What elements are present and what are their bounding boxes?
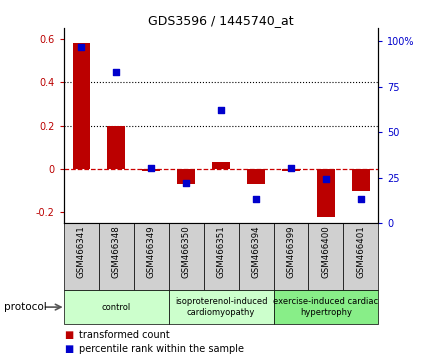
Bar	[282, 169, 300, 171]
Text: protocol: protocol	[4, 302, 47, 312]
Bar	[64, 290, 169, 324]
Text: transformed count: transformed count	[79, 330, 170, 339]
Bar	[99, 223, 134, 290]
Text: GSM466350: GSM466350	[182, 226, 191, 279]
Bar	[143, 169, 160, 171]
Text: ■: ■	[64, 330, 73, 339]
Text: ■: ■	[64, 344, 73, 354]
Bar	[308, 223, 344, 290]
Text: exercise-induced cardiac
hypertrophy: exercise-induced cardiac hypertrophy	[273, 297, 378, 317]
Bar	[352, 169, 370, 190]
Point	[287, 166, 294, 171]
Text: GSM466349: GSM466349	[147, 226, 156, 278]
Bar	[73, 44, 90, 169]
Bar	[213, 162, 230, 169]
Bar	[134, 223, 169, 290]
Point	[148, 166, 155, 171]
Text: GSM466351: GSM466351	[216, 226, 226, 279]
Bar	[274, 223, 308, 290]
Text: percentile rank within the sample: percentile rank within the sample	[79, 344, 244, 354]
Bar	[177, 169, 195, 184]
Text: isoproterenol-induced
cardiomyopathy: isoproterenol-induced cardiomyopathy	[175, 297, 268, 317]
Point	[78, 44, 85, 49]
Bar	[107, 126, 125, 169]
Text: control: control	[102, 303, 131, 312]
Text: GSM466341: GSM466341	[77, 226, 86, 279]
Text: GSM466399: GSM466399	[286, 226, 296, 278]
Bar	[64, 223, 99, 290]
Point	[113, 69, 120, 75]
Text: GSM466394: GSM466394	[252, 226, 260, 278]
Point	[183, 180, 190, 186]
Text: GSM466401: GSM466401	[356, 226, 366, 279]
Bar	[169, 290, 274, 324]
Point	[323, 177, 330, 182]
Bar	[344, 223, 378, 290]
Bar	[238, 223, 274, 290]
Bar	[247, 169, 265, 184]
Bar	[169, 223, 204, 290]
Text: GSM466348: GSM466348	[112, 226, 121, 279]
Title: GDS3596 / 1445740_at: GDS3596 / 1445740_at	[148, 14, 294, 27]
Point	[357, 196, 364, 202]
Text: GSM466400: GSM466400	[322, 226, 330, 279]
Bar	[317, 169, 335, 217]
Bar	[274, 290, 378, 324]
Point	[253, 196, 260, 202]
Bar	[204, 223, 238, 290]
Point	[218, 107, 225, 113]
